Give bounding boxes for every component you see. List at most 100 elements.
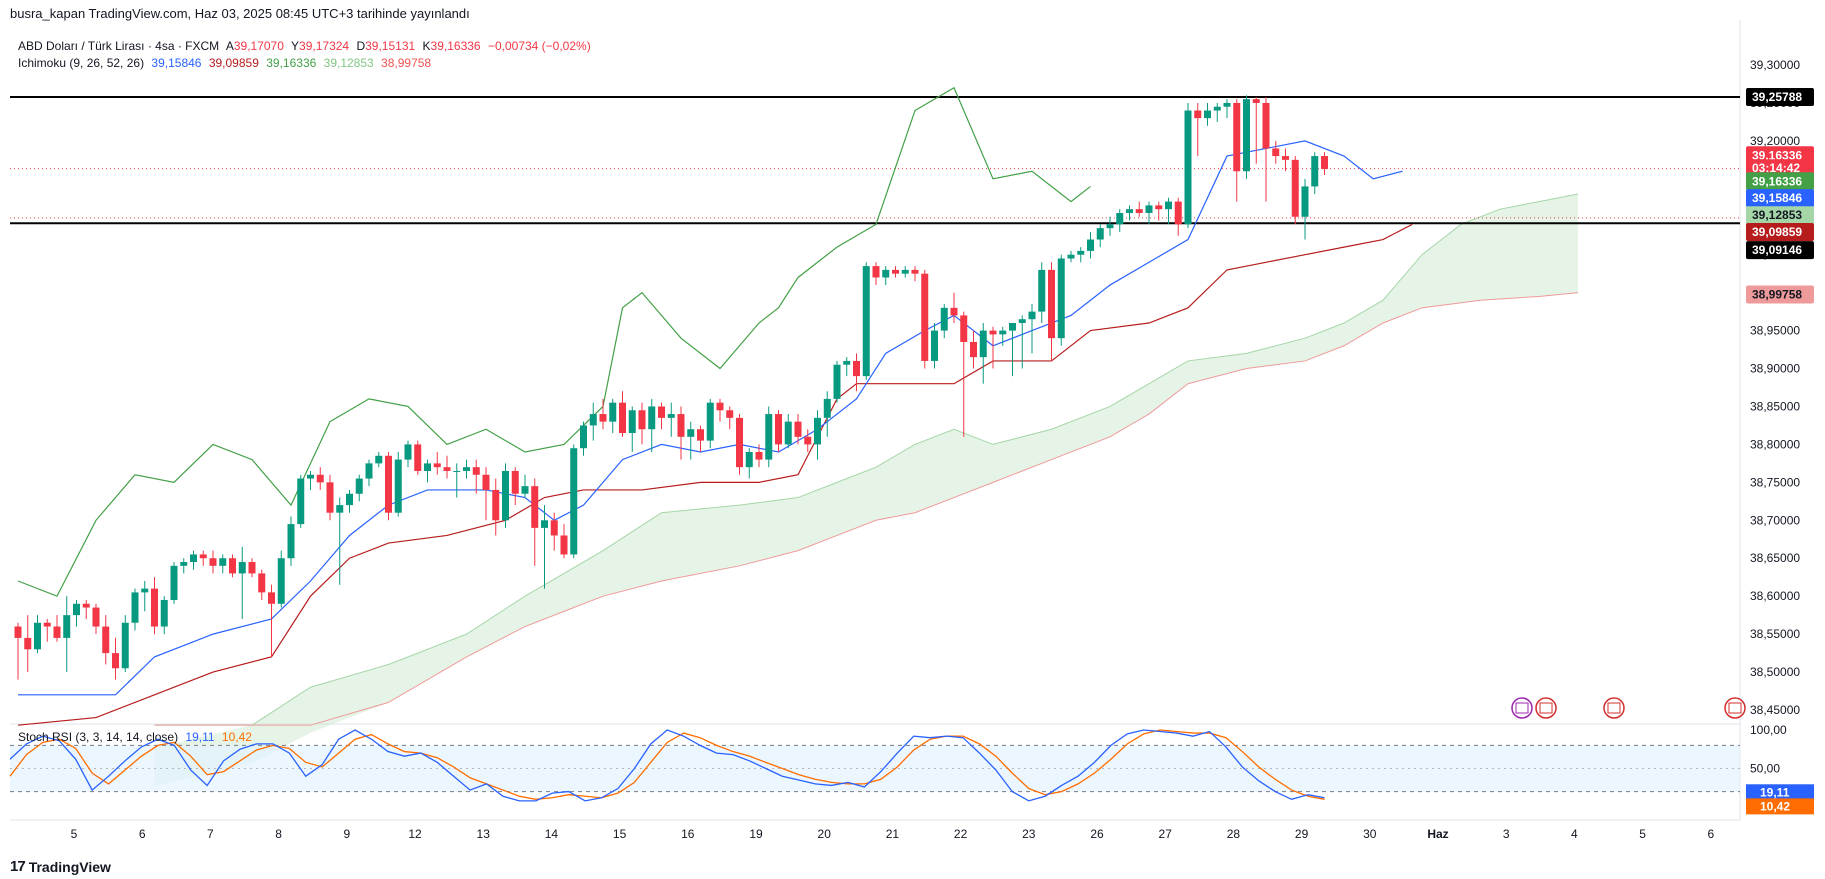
stoch-k-value: 19,11: [185, 730, 215, 744]
candle-body: [1116, 212, 1124, 225]
price-label-bg: [1746, 241, 1814, 260]
candle-body: [1135, 209, 1143, 213]
candle-body: [892, 269, 899, 274]
x-tick-label: 6: [139, 827, 146, 841]
candle-body: [463, 467, 470, 471]
candle-body: [1106, 224, 1114, 229]
event-flag-shape: [1515, 702, 1529, 714]
candle-body: [550, 520, 558, 536]
candle-body: [570, 448, 578, 555]
candle-body: [901, 269, 909, 274]
x-tick-label: 7: [207, 827, 214, 841]
candle-body: [53, 626, 61, 638]
candle-body: [219, 558, 227, 566]
candle-body: [404, 444, 412, 460]
candle-body: [814, 417, 821, 445]
candle-body: [1155, 205, 1163, 210]
candle-body: [258, 573, 266, 593]
high-value: 39,17324: [299, 39, 350, 53]
x-tick-label: 13: [477, 827, 491, 841]
candle-body: [141, 588, 149, 593]
us-flag-event-icon[interactable]: [1535, 697, 1557, 719]
candle-body: [697, 429, 704, 441]
close-label: K: [422, 39, 431, 53]
candle-body: [911, 269, 919, 274]
stoch-d-value: 10,42: [221, 730, 252, 744]
candle-body: [765, 414, 773, 460]
candle-body: [979, 330, 987, 358]
stoch-tick-label: 100,00: [1750, 723, 1787, 737]
candle-body: [229, 558, 236, 574]
candle-body: [1223, 102, 1231, 107]
candle-body: [706, 402, 714, 441]
ichimoku-base-value: 39,09859: [208, 56, 259, 70]
y-tick-label: 38,80000: [1750, 437, 1800, 451]
candle-body: [1165, 201, 1172, 210]
candle-body: [307, 474, 314, 479]
candle-body: [589, 414, 597, 426]
y-tick-label: 38,75000: [1750, 475, 1800, 489]
candle-body: [190, 554, 197, 563]
candle-body: [736, 417, 743, 468]
x-tick-label: 28: [1227, 827, 1241, 841]
x-tick-label: 16: [681, 827, 695, 841]
footer-brand[interactable]: 17 TradingView: [10, 858, 111, 875]
x-tick-label: 23: [1022, 827, 1036, 841]
x-tick-label: 12: [408, 827, 422, 841]
x-tick-label: 5: [1639, 827, 1646, 841]
candle-body: [1233, 102, 1241, 172]
candle-body: [1262, 102, 1270, 149]
y-tick-label: 38,70000: [1750, 513, 1800, 527]
candle-body: [872, 266, 880, 278]
candle-body: [1204, 110, 1211, 119]
candle-body: [1301, 186, 1309, 217]
price-label-bg: [1746, 285, 1814, 304]
stoch-d-line: [9, 729, 1325, 800]
candle-body: [1321, 156, 1328, 169]
candle-body: [131, 592, 139, 623]
x-tick-label: 30: [1363, 827, 1377, 841]
price-label: 39,16336: [1752, 174, 1802, 188]
candle-body: [1028, 311, 1036, 320]
x-tick-label: 4: [1571, 827, 1578, 841]
candle-body: [1252, 99, 1260, 103]
candle-body: [1213, 106, 1221, 111]
candle-body: [326, 482, 334, 513]
y-tick-label: 38,90000: [1750, 362, 1800, 376]
us-flag-event-icon[interactable]: [1724, 697, 1746, 719]
candle-body: [1096, 228, 1104, 240]
candle-body: [531, 486, 539, 528]
candle-body: [482, 474, 490, 490]
candle-body: [1243, 99, 1250, 172]
symbol-label[interactable]: ABD Doları / Türk Lirası · 4sa · FXCM: [18, 39, 220, 53]
stoch-value-label: 10,42: [1760, 799, 1790, 813]
lightning-event-icon[interactable]: [1511, 697, 1533, 719]
stoch-legend[interactable]: Stoch RSI (3, 3, 14, 14, close) 19,11 10…: [18, 730, 256, 744]
candle-body: [1018, 319, 1026, 323]
candle-body: [677, 414, 685, 437]
brand-label: TradingView: [28, 858, 111, 875]
ichimoku-label: Ichimoku (9, 26, 52, 26): [18, 56, 145, 70]
candle-body: [726, 410, 734, 418]
high-label: Y: [291, 39, 300, 53]
stoch-value-label: 19,11: [1760, 785, 1790, 799]
candle-body: [1067, 254, 1075, 259]
price-label-bg: [1746, 222, 1814, 241]
candle-body: [1009, 323, 1016, 331]
x-tick-label: 29: [1295, 827, 1309, 841]
candle-body: [784, 421, 792, 445]
y-tick-label: 39,20000: [1750, 134, 1800, 148]
candle-body: [716, 402, 724, 411]
ichimoku-legend[interactable]: Ichimoku (9, 26, 52, 26) 39,15846 39,098…: [18, 56, 435, 70]
candle-body: [1087, 239, 1094, 251]
candle-body: [882, 269, 890, 278]
open-value: 39,17070: [233, 39, 284, 53]
candle-body: [63, 615, 71, 638]
x-tick-label: 19: [749, 827, 763, 841]
candle-body: [804, 436, 812, 445]
candle-body: [268, 592, 275, 604]
x-tick-label: 27: [1159, 827, 1173, 841]
candle-body: [940, 307, 948, 331]
us-flag-event-icon[interactable]: [1603, 697, 1625, 719]
